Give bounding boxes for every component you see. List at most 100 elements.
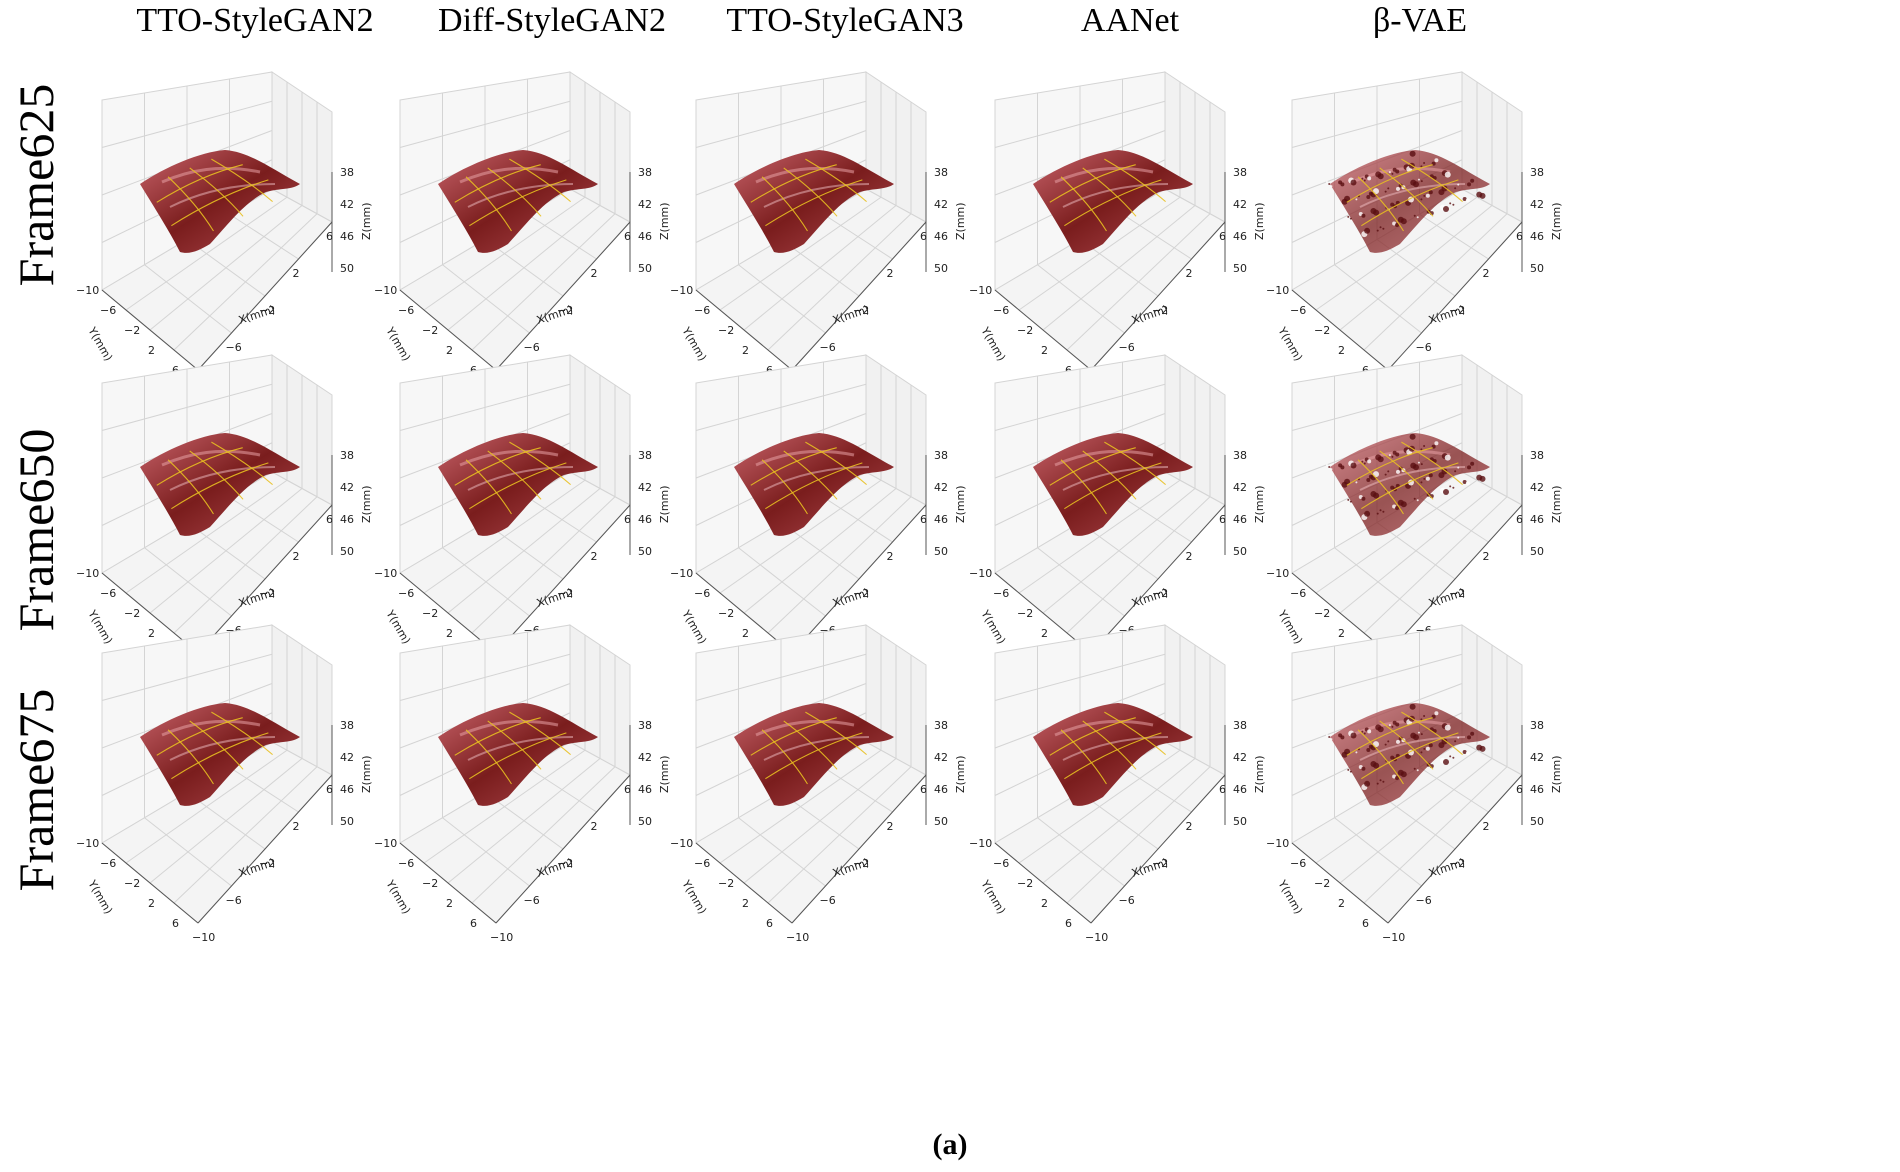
surface-highlight	[1054, 166, 1154, 184]
point-cloud-dot	[1379, 509, 1382, 512]
grid-line	[1122, 213, 1192, 260]
x-tick-label: 6	[624, 230, 631, 243]
surface-highlight	[1062, 183, 1169, 208]
point-cloud-dot	[1409, 703, 1416, 710]
point-cloud-dot	[1366, 194, 1371, 199]
x-tick-label: −6	[1119, 894, 1135, 907]
x-tick-label: −2	[1152, 857, 1168, 870]
mesh-line	[487, 450, 542, 500]
x-axis-line	[791, 504, 927, 654]
mesh-line	[1401, 441, 1463, 486]
point-cloud-dot	[1449, 202, 1452, 205]
mesh-line	[1082, 167, 1137, 217]
mesh-line	[1060, 459, 1107, 515]
grid-line	[1363, 766, 1508, 904]
point-cloud-dot	[1420, 180, 1423, 183]
point-cloud-dot	[1363, 462, 1366, 465]
y-tick-label: −10	[1266, 284, 1289, 297]
mesh-line	[761, 729, 808, 785]
x-axis-line	[1090, 221, 1226, 371]
grid-line	[173, 213, 318, 351]
x-tick-label: 2	[887, 550, 894, 563]
surface-plot-3d: −10−6−226−10−6−22638424650X(mm)Y(mm)Z(mm…	[368, 71, 713, 402]
plot-svg: −10−6−226−10−6−22638424650X(mm)Y(mm)Z(mm…	[969, 354, 1266, 674]
point-cloud-dot	[1395, 169, 1400, 174]
mesh-line	[171, 462, 269, 510]
y-tick-label: −10	[1266, 837, 1289, 850]
point-cloud-dot	[1417, 461, 1420, 464]
mesh-line	[156, 717, 243, 756]
z-tick-label: 46	[1233, 513, 1247, 526]
point-cloud-dot	[1413, 767, 1416, 770]
y-tick-label: −10	[670, 567, 693, 580]
column-title: Diff-StyleGAN2	[438, 2, 666, 39]
point-cloud-dot	[1364, 510, 1371, 517]
z-tick-label: 42	[638, 751, 652, 764]
x-tick-label: 6	[326, 783, 333, 796]
z-tick-label: 50	[1233, 815, 1247, 828]
surface-highlight	[755, 719, 855, 737]
z-tick-label: 50	[934, 262, 948, 275]
point-cloud-dot	[1479, 192, 1486, 199]
mesh-line	[805, 711, 867, 756]
z-tick-label: 38	[1530, 449, 1544, 462]
x-tick-label: 6	[624, 513, 631, 526]
y-tick-label: −2	[1017, 324, 1033, 337]
plot-svg: −10−6−226−10−6−22638424650X(mm)Y(mm)Z(mm…	[1266, 71, 1563, 391]
point-cloud-dot	[1428, 473, 1433, 478]
point-cloud-dot	[1368, 191, 1373, 196]
x-tick-label: 6	[1516, 513, 1523, 526]
x-tick-label: 2	[293, 820, 300, 833]
y-tick-label: −10	[76, 567, 99, 580]
mesh-line	[1357, 176, 1404, 232]
z-tick-label: 46	[340, 783, 354, 796]
x-tick-label: −2	[853, 587, 869, 600]
x-tick-label: −6	[820, 894, 836, 907]
y-tick-label: 2	[1338, 344, 1345, 357]
mesh-line	[765, 732, 863, 780]
y-tick-label: −6	[1290, 857, 1306, 870]
point-cloud-dot	[1444, 171, 1451, 178]
x-tick-label: −2	[1449, 587, 1465, 600]
mesh-line	[469, 462, 567, 510]
y-axis-line	[1291, 289, 1389, 371]
surface-highlight	[1054, 719, 1154, 737]
point-cloud-dot	[1413, 214, 1416, 217]
point-cloud-dot	[1400, 771, 1407, 778]
mesh-line	[509, 158, 571, 203]
surface-highlight	[763, 466, 870, 491]
point-cloud-dot	[1441, 738, 1448, 745]
point-cloud-dot	[1444, 724, 1451, 731]
z-tick-label: 46	[934, 783, 948, 796]
y-tick-label: −2	[422, 607, 438, 620]
y-tick-label: −6	[1290, 587, 1306, 600]
x-axis-line	[197, 504, 333, 654]
z-tick-label: 50	[638, 815, 652, 828]
z-tick-label: 46	[1233, 783, 1247, 796]
point-cloud-dot	[1391, 455, 1394, 458]
point-cloud-dot	[1363, 179, 1366, 182]
x-tick-label: −10	[490, 931, 513, 944]
y-tick-label: −6	[1290, 304, 1306, 317]
mesh-line	[469, 732, 567, 780]
point-cloud-dot	[1457, 736, 1460, 739]
surface-plot-3d: −10−6−226−10−6−22638424650X(mm)Y(mm)Z(mm…	[963, 354, 1308, 685]
surface-plot-3d: −10−6−226−10−6−22638424650X(mm)Y(mm)Z(mm…	[963, 71, 1308, 402]
mesh-line	[783, 720, 838, 770]
mesh-line	[211, 711, 273, 756]
mesh-line	[509, 441, 571, 486]
y-tick-label: 6	[470, 917, 477, 930]
y-tick-label: −2	[1314, 324, 1330, 337]
grid-line	[471, 213, 616, 351]
mesh-line	[171, 179, 269, 227]
point-cloud-dot	[1425, 746, 1430, 751]
y-axis-line	[695, 842, 793, 924]
y-tick-label: 2	[148, 897, 155, 910]
z-tick-label: 46	[638, 783, 652, 796]
point-cloud-dot	[1364, 780, 1371, 787]
mesh-line	[1401, 711, 1463, 756]
point-cloud-dot	[1467, 182, 1472, 187]
y-tick-label: −6	[993, 857, 1009, 870]
y-axis-line	[994, 289, 1092, 371]
y-tick-label: 2	[742, 344, 749, 357]
